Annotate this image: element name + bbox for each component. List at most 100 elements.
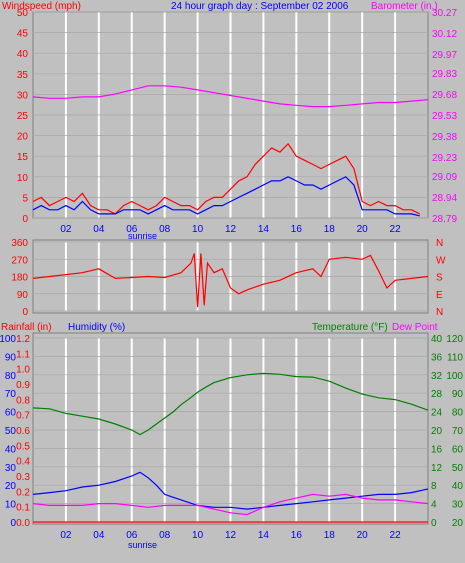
rainfall-tick-label: 1.2 [16, 334, 30, 345]
dewpoint-tick-label: 40 [452, 481, 464, 492]
humidity-tick-label: 40 [5, 444, 17, 455]
humidity-tick-label: 30 [5, 463, 17, 474]
rainfall-tick-label: 0.7 [16, 411, 30, 422]
sunrise-label-bottom: sunrise [128, 540, 157, 550]
humidity-tick-label: 60 [5, 408, 17, 419]
temperature-line [32, 372, 429, 436]
dewpoint-tick-label: 80 [452, 408, 464, 419]
climate-x-tick-label: 16 [291, 530, 303, 541]
temperature-tick-label: 16 [431, 444, 443, 455]
humidity-tick-label: 0 [10, 518, 16, 529]
compass-tick-label: N [436, 238, 443, 249]
wind-x-tick-label: 22 [390, 224, 402, 235]
humidity-tick-label: 90 [5, 352, 17, 363]
wind-y-tick-label: 50 [17, 8, 29, 19]
rainfall-tick-label: 0.6 [16, 426, 30, 437]
barometer-tick-label: 29.83 [432, 69, 457, 80]
dewpoint-tick-label: 100 [446, 371, 463, 382]
dewpoint-tick-label: 90 [452, 389, 464, 400]
wind-x-tick-label: 12 [225, 224, 237, 235]
wind-x-tick-label: 06 [126, 224, 138, 235]
climate-x-tick-label: 14 [258, 530, 270, 541]
humidity-tick-label: 80 [5, 371, 17, 382]
humidity-tick-label: 20 [5, 481, 17, 492]
climate-x-tick-label: 04 [93, 530, 105, 541]
rainfall-tick-label: 0.3 [16, 472, 30, 483]
dewpoint-tick-label: 110 [447, 352, 463, 363]
wind-x-tick-label: 10 [192, 224, 204, 235]
wind-y-tick-label: 35 [17, 70, 29, 81]
temperature-tick-label: 40 [431, 334, 443, 345]
temperature-tick-label: 0 [431, 518, 437, 529]
temperature-tick-label: 20 [431, 426, 443, 437]
wind-y-tick-label: 5 [22, 193, 28, 204]
windspeed-line [32, 142, 421, 215]
temperature-tick-label: 4 [431, 500, 437, 511]
direction-tick-label: 180 [11, 273, 28, 284]
wind-y-tick-label: 10 [17, 173, 29, 184]
dewpoint-tick-label: 30 [452, 500, 464, 511]
climate-x-tick-label: 12 [225, 530, 237, 541]
dewpoint-tick-label: 120 [446, 334, 463, 345]
barometer-tick-label: 28.94 [432, 193, 457, 204]
rainfall-tick-label: 1.0 [16, 365, 30, 376]
dewpoint-tick-label: 70 [452, 426, 464, 437]
compass-tick-label: W [436, 255, 446, 266]
rainfall-tick-label: 0.2 [16, 487, 30, 498]
wind-x-tick-label: 04 [93, 224, 105, 235]
wind-x-tick-label: 16 [291, 224, 303, 235]
humidity-tick-label: 50 [5, 426, 17, 437]
dewpoint-tick-label: 60 [452, 444, 464, 455]
climate-x-tick-label: 02 [60, 530, 72, 541]
direction-tick-label: 90 [17, 290, 29, 301]
rainfall-tick-label: 1.1 [16, 349, 30, 360]
axis-labels: 02 04 06 08 10 12 14 16 18 20 22051015202530354045… [0, 8, 463, 541]
gust-line [32, 176, 420, 217]
barometer-tick-label: 29.23 [432, 153, 457, 164]
temperature-tick-label: 28 [431, 389, 443, 400]
wind-y-tick-label: 25 [17, 111, 29, 122]
climate-x-tick-label: 18 [324, 530, 336, 541]
humidity-axis-title: Humidity (%) [68, 322, 125, 333]
wind-y-tick-label: 40 [17, 49, 29, 60]
wind-y-tick-label: 45 [17, 29, 29, 40]
compass-tick-label: S [436, 273, 443, 284]
barometer-tick-label: 30.12 [432, 29, 457, 40]
wind-x-tick-label: 20 [357, 224, 369, 235]
barometer-tick-label: 30.27 [432, 8, 457, 19]
barometer-tick-label: 29.09 [432, 172, 457, 183]
dewpoint-tick-label: 50 [452, 463, 464, 474]
wind-y-tick-label: 20 [17, 132, 29, 143]
direction-line [32, 253, 429, 308]
barometer-tick-label: 29.97 [432, 50, 457, 61]
chart-title: 24 hour graph day : September 02 2006 [171, 1, 349, 12]
compass-tick-label: E [436, 290, 443, 301]
humidity-tick-label: 70 [5, 389, 17, 400]
humidity-tick-label: 10 [5, 500, 17, 511]
temperature-tick-label: 32 [431, 371, 443, 382]
barometer-tick-label: 29.68 [432, 90, 457, 101]
series [32, 85, 429, 523]
climate-x-tick-label: 10 [192, 530, 204, 541]
barometer-tick-label: 29.53 [432, 111, 457, 122]
rainfall-axis-title: Rainfall (in) [1, 322, 52, 333]
wind-y-tick-label: 0 [22, 214, 28, 225]
rainfall-tick-label: 0.5 [16, 441, 30, 452]
temperature-axis-title: Temperature (°F) [312, 322, 388, 333]
direction-tick-label: 0 [22, 307, 28, 318]
barometer-tick-label: 29.38 [432, 132, 457, 143]
rainfall-tick-label: 0.4 [16, 457, 30, 468]
barometer-tick-label: 28.79 [432, 214, 457, 225]
rainfall-tick-label: 0.0 [16, 518, 30, 529]
wind-x-tick-label: 08 [159, 224, 171, 235]
climate-x-tick-label: 06 [126, 530, 138, 541]
rainfall-tick-label: 0.1 [16, 503, 30, 514]
humidity-tick-label: 100 [0, 334, 16, 345]
barometer-axis-title: Barometer (in.) [371, 1, 438, 12]
wind-x-tick-label: 02 [60, 224, 72, 235]
direction-tick-label: 270 [11, 255, 28, 266]
barometer-line [32, 85, 429, 108]
climate-x-tick-label: 08 [159, 530, 171, 541]
dewpoint-axis-title: Dew Point [392, 322, 438, 333]
